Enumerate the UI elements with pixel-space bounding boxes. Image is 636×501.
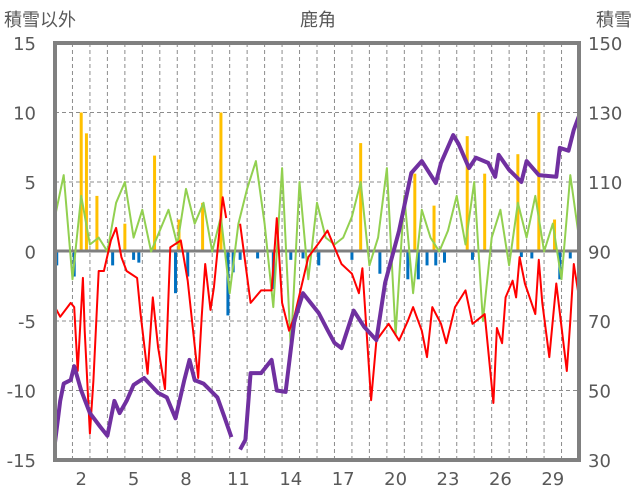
left-tick-label: 15	[13, 34, 36, 55]
left-tick-label: -10	[7, 382, 36, 403]
sunshine-bar	[519, 251, 523, 258]
precipitation-bar	[537, 112, 541, 252]
x-tick-label: 26	[489, 469, 512, 490]
sunshine-bar	[301, 251, 305, 259]
sunshine-bar	[174, 251, 178, 294]
left-tick-label: 10	[13, 104, 36, 125]
right-tick-label: 150	[588, 34, 622, 55]
x-tick-label: 29	[541, 469, 564, 490]
left-tick-label: 5	[25, 173, 36, 194]
precipitation-bar	[201, 202, 205, 252]
left-tick-label: 0	[25, 243, 36, 264]
right-tick-label: 30	[588, 451, 611, 472]
precipitation-bar	[219, 112, 223, 252]
temperature-line	[54, 196, 580, 435]
precipitation-bar	[432, 205, 436, 252]
right-tick-label: 50	[588, 382, 611, 403]
precipitation-bar	[95, 195, 99, 252]
plot-frame	[53, 41, 581, 462]
right-tick-label: 110	[588, 173, 622, 194]
sunshine-bar	[111, 251, 115, 266]
sunshine-bar	[350, 251, 354, 260]
sunshine-bar	[470, 251, 474, 260]
precipitation-bar	[79, 112, 83, 252]
sunshine-bar	[289, 251, 293, 260]
sunshine-bar	[425, 251, 429, 266]
sunshine-bar	[317, 251, 321, 266]
left-tick-label: -15	[7, 451, 36, 472]
snow_depth-line	[53, 115, 581, 451]
sunshine-bar	[186, 251, 190, 277]
precipitation-bar	[413, 173, 417, 252]
right-tick-label: 70	[588, 312, 611, 333]
x-tick-label: 5	[128, 469, 139, 490]
chart-title: 鹿角	[300, 10, 336, 31]
sunshine-bar	[443, 251, 447, 263]
x-tick-label: 2	[75, 469, 86, 490]
x-tick-label: 20	[384, 469, 407, 490]
right-tick-label: 90	[588, 243, 611, 264]
x-tick-label: 17	[332, 469, 355, 490]
sunshine-bar	[416, 251, 420, 280]
sunshine-bar	[530, 251, 534, 259]
x-tick-label: 8	[180, 469, 191, 490]
precipitation-bar	[359, 143, 363, 252]
precipitation-bar	[123, 223, 127, 252]
sunshine-bar	[406, 251, 410, 280]
left-axis-label: 積雪以外	[4, 10, 76, 31]
x-tick-label: 23	[437, 469, 460, 490]
sunshine-bar	[137, 251, 141, 263]
precipitation-bar	[465, 136, 469, 252]
precipitation-bar	[483, 173, 487, 252]
precipitation-bar	[84, 133, 88, 252]
sunshine-bar	[132, 251, 136, 260]
wind-line	[54, 160, 580, 350]
sunshine-bar	[378, 251, 382, 274]
x-tick-label: 14	[279, 469, 302, 490]
right-tick-label: 130	[588, 104, 622, 125]
sunshine-bar	[238, 251, 242, 260]
sunshine-bar	[568, 251, 572, 259]
x-tick-label: 11	[227, 469, 250, 490]
precipitation-bar	[153, 155, 157, 252]
left-tick-label: -5	[18, 312, 36, 333]
sunshine-bar	[434, 251, 438, 266]
right-axis-label: 積雪	[596, 10, 632, 31]
sunshine-bar	[256, 251, 260, 259]
